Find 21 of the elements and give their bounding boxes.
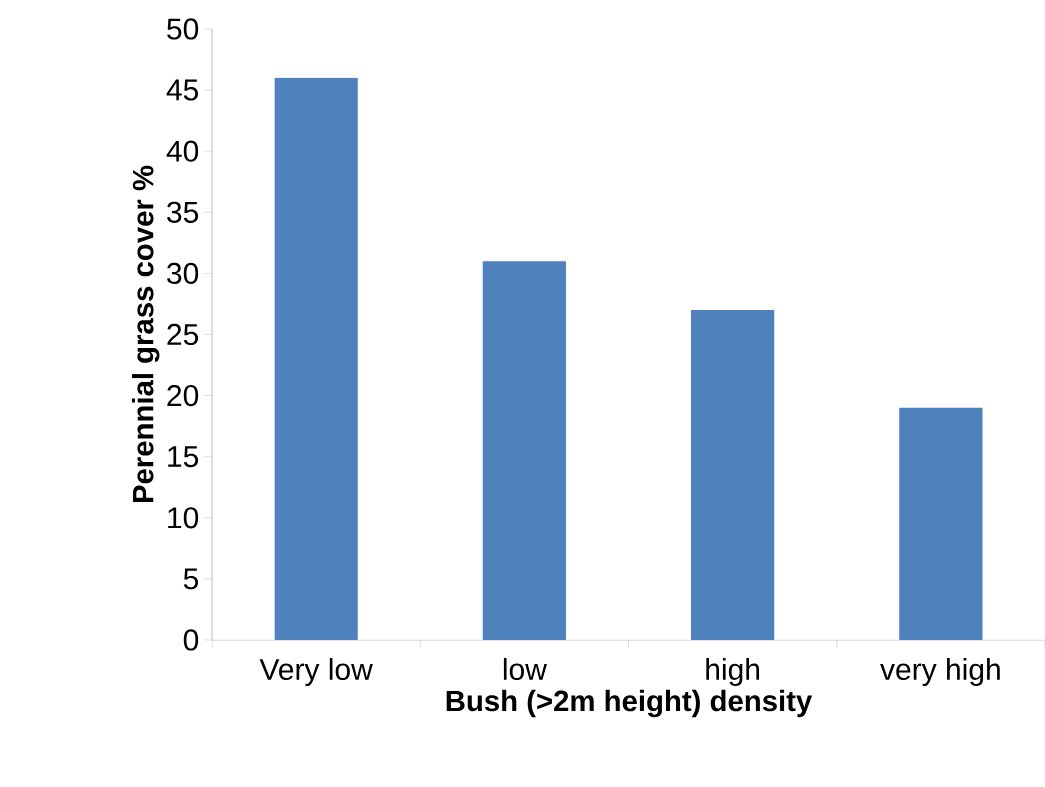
x-axis-title: Bush (>2m height) density — [446, 689, 813, 718]
bar — [482, 261, 567, 640]
y-tick-label: 5 — [183, 568, 199, 590]
bar — [274, 77, 358, 640]
y-tick-label: 50 — [167, 18, 199, 40]
y-axis-title: Perennial grass cover % — [131, 165, 160, 503]
x-tick-label: low — [503, 658, 547, 681]
y-tick-label: 0 — [183, 629, 199, 651]
y-tick-label: 45 — [166, 79, 199, 101]
x-tick-label: high — [706, 658, 760, 686]
y-tick-label: 30 — [167, 262, 199, 285]
y-tick-label: 35 — [167, 201, 199, 223]
bar — [690, 310, 775, 640]
y-tick-label: 10 — [168, 507, 199, 529]
y-tick-label: 40 — [166, 140, 199, 162]
y-tick-label: 20 — [167, 384, 199, 407]
bar — [899, 407, 983, 640]
x-tick-label: Very low — [259, 658, 373, 686]
y-tick-label: 15 — [168, 446, 199, 468]
y-tick-label: 25 — [167, 323, 199, 346]
x-tick-label: very high — [880, 658, 1000, 686]
